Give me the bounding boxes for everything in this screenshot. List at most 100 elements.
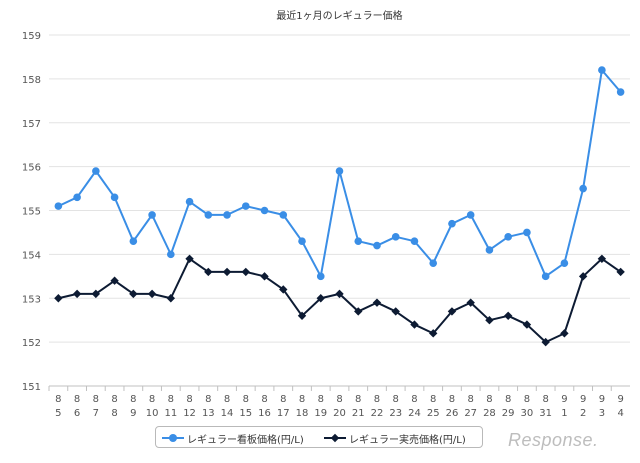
x-tick-label-day: 27 [464, 408, 477, 419]
legend-label-actual-price: レギュラー実売価格(円/L) [349, 434, 466, 446]
series-line [58, 257, 622, 344]
x-tick-label-month: 8 [524, 394, 530, 405]
data-point [429, 259, 438, 267]
data-point [204, 267, 213, 277]
x-tick-label-day: 21 [352, 408, 365, 419]
data-point [503, 311, 513, 320]
x-tick-label-day: 31 [539, 408, 552, 419]
data-point [410, 320, 419, 329]
x-tick-label-day: 7 [93, 408, 99, 419]
x-tick-label-month: 8 [205, 394, 211, 405]
x-tick-label-day: 17 [277, 408, 290, 419]
data-point [541, 337, 550, 347]
data-point [466, 211, 475, 219]
x-tick-label-month: 8 [336, 394, 342, 405]
data-point [616, 88, 625, 96]
x-tick-label-day: 28 [483, 408, 496, 419]
data-point [316, 272, 325, 281]
y-tick-label: 155 [22, 207, 41, 218]
data-point [54, 294, 63, 303]
x-tick-label-month: 8 [55, 394, 61, 405]
data-point [578, 272, 588, 281]
data-point [147, 289, 157, 299]
x-axis-tick-labels: 8586878889810811812813814815816817818819… [55, 394, 624, 419]
data-point [560, 329, 569, 338]
y-tick-label: 152 [22, 338, 41, 349]
chart-title: 最近1ヶ月のレギュラー価格 [276, 9, 402, 22]
data-point [466, 298, 475, 307]
data-point [129, 237, 138, 246]
x-tick-label-day: 12 [183, 408, 196, 419]
data-point [373, 241, 381, 250]
data-point [129, 289, 138, 299]
data-point [391, 307, 400, 316]
data-point [335, 289, 344, 299]
data-point [185, 197, 194, 206]
x-tick-label-day: 16 [258, 408, 271, 419]
x-tick-label-month: 9 [599, 394, 605, 405]
data-point [260, 272, 269, 281]
x-tick-label-month: 9 [617, 394, 623, 405]
x-tick-label-day: 15 [239, 408, 252, 419]
data-point [241, 202, 250, 210]
x-tick-label-month: 8 [468, 394, 474, 405]
x-tick-label-day: 20 [333, 408, 346, 419]
data-point [91, 289, 101, 299]
x-tick-label-month: 8 [411, 394, 417, 405]
data-point [316, 294, 325, 303]
data-point [167, 250, 175, 259]
legend-item-signboard-price[interactable]: レギュラー看板価格(円/L) [162, 431, 304, 446]
x-tick-label-day: 8 [111, 408, 117, 419]
x-tick-label-day: 18 [296, 408, 309, 419]
data-point [110, 193, 119, 202]
data-point [54, 202, 63, 210]
data-point [579, 184, 587, 193]
data-point [204, 211, 213, 219]
data-point [260, 206, 269, 215]
x-tick-label-month: 8 [243, 394, 249, 405]
x-tick-label-month: 8 [542, 394, 548, 405]
x-tick-label-month: 8 [449, 394, 455, 405]
data-point [485, 246, 494, 254]
data-point [448, 219, 456, 228]
y-tick-label: 151 [22, 382, 41, 393]
data-point [297, 311, 307, 320]
y-tick-label: 156 [22, 163, 41, 174]
x-tick-label-month: 8 [93, 394, 99, 405]
x-tick-label-day: 2 [580, 408, 586, 419]
data-point [73, 193, 81, 202]
data-point [504, 233, 512, 241]
data-point [279, 285, 288, 294]
y-tick-label: 158 [22, 75, 41, 86]
data-point [223, 211, 231, 219]
y-tick-label: 159 [22, 31, 41, 42]
x-tick-label-month: 9 [561, 394, 567, 405]
x-tick-label-day: 26 [446, 408, 459, 419]
data-point [372, 298, 382, 307]
chart-legend: レギュラー看板価格(円/L) レギュラー実売価格(円/L) [155, 426, 483, 448]
data-point [92, 167, 100, 175]
x-tick-label-month: 8 [280, 394, 286, 405]
x-tick-label-month: 8 [430, 394, 436, 405]
x-tick-label-day: 30 [521, 408, 534, 419]
data-point [279, 211, 288, 219]
data-point [335, 167, 344, 175]
y-tick-label: 153 [22, 294, 41, 305]
data-point [110, 276, 119, 285]
data-point [485, 315, 494, 325]
data-point [391, 233, 400, 241]
data-point [222, 267, 232, 277]
legend-circle-marker-icon [162, 431, 184, 445]
x-tick-label-month: 8 [74, 394, 80, 405]
x-tick-label-month: 8 [261, 394, 267, 405]
x-tick-label-day: 6 [74, 408, 80, 419]
x-tick-label-month: 8 [149, 394, 155, 405]
data-point [523, 228, 531, 237]
data-point [541, 272, 550, 281]
x-tick-label-month: 8 [186, 394, 192, 405]
x-tick-label-day: 23 [389, 408, 402, 419]
x-tick-label-month: 9 [580, 394, 586, 405]
x-tick-label-day: 4 [617, 408, 623, 419]
legend-item-actual-price[interactable]: レギュラー実売価格(円/L) [324, 431, 466, 446]
